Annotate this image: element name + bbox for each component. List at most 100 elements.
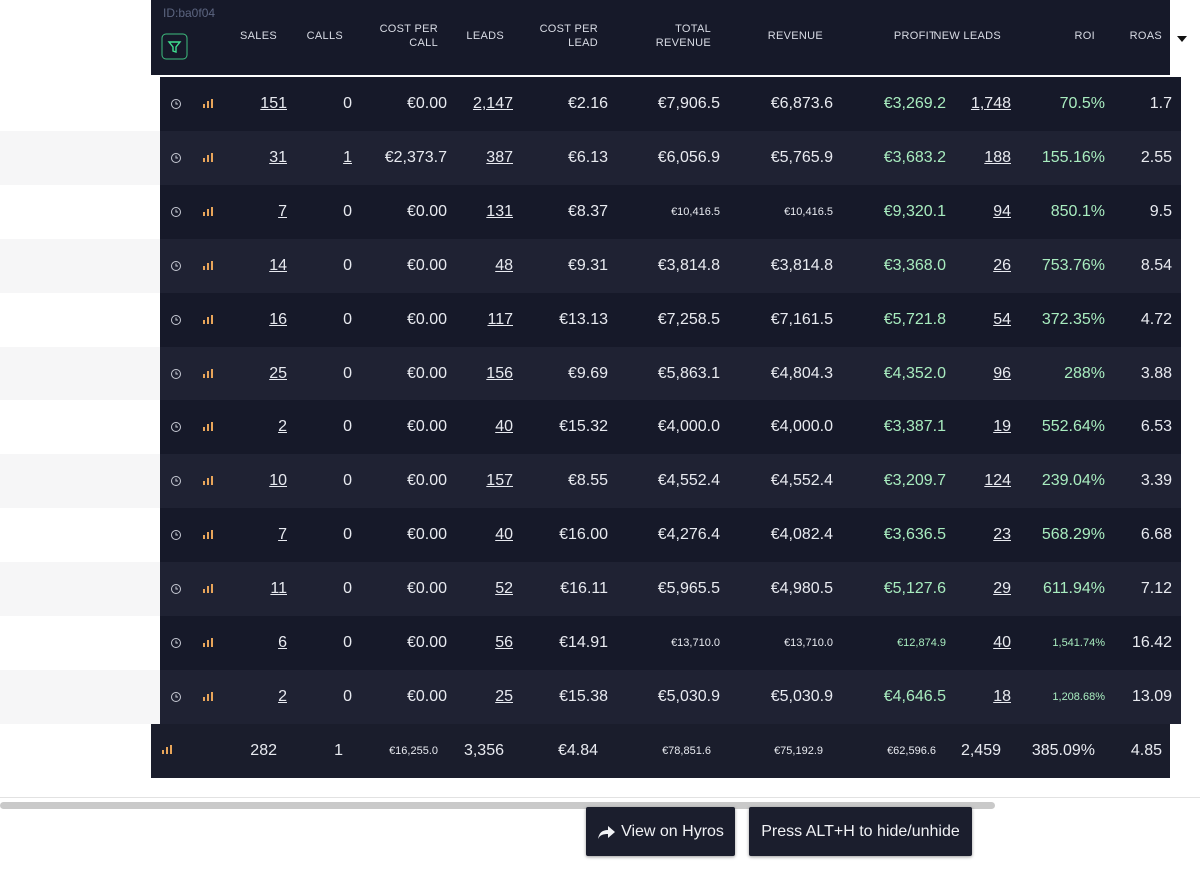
row-left-stripe: [0, 562, 160, 616]
totals-cell: 3,356: [463, 742, 504, 759]
table-cell: €4,082.4: [770, 526, 833, 544]
table-cell: €3,636.5: [883, 526, 946, 544]
table-cell: 0: [343, 256, 352, 274]
row-left-stripe: [0, 616, 160, 670]
table-cell: 0: [343, 472, 352, 490]
row-icons[interactable]: [169, 636, 219, 650]
table-cell: 753.76%: [1041, 256, 1105, 274]
table-cell: €5,030.9: [770, 687, 833, 705]
table-row: [160, 454, 1181, 509]
table-cell[interactable]: 29: [993, 580, 1011, 598]
table-cell: €5,127.6: [883, 580, 946, 598]
totals-cell: 4.85: [1130, 742, 1162, 759]
row-icons[interactable]: [169, 528, 219, 542]
table-cell[interactable]: 23: [993, 526, 1011, 544]
table-cell[interactable]: 31: [269, 148, 287, 166]
table-cell[interactable]: 6: [278, 634, 287, 651]
table-cell[interactable]: 94: [993, 202, 1011, 220]
table-cell[interactable]: 117: [487, 310, 513, 328]
table-cell[interactable]: 48: [495, 256, 513, 274]
table-cell[interactable]: 14: [269, 256, 287, 274]
table-cell: 0: [343, 580, 352, 598]
table-cell[interactable]: 387: [486, 148, 513, 166]
row-icons[interactable]: [169, 259, 219, 273]
table-cell[interactable]: 157: [486, 472, 513, 490]
column-header: COST PER LEAD: [539, 23, 598, 49]
table-cell[interactable]: 96: [993, 364, 1011, 382]
row-icons[interactable]: [169, 313, 219, 327]
button-label: View on Hyros: [621, 822, 724, 840]
table-cell[interactable]: 40: [993, 634, 1011, 651]
table-cell[interactable]: 124: [984, 472, 1011, 490]
table-cell[interactable]: 10: [269, 472, 287, 490]
table-cell[interactable]: 2,147: [472, 95, 513, 112]
table-cell[interactable]: 151: [260, 95, 287, 112]
row-icons[interactable]: [169, 151, 219, 165]
id-label: ID:ba0f04: [163, 6, 216, 20]
row-icons[interactable]: [169, 690, 219, 704]
table-cell[interactable]: 131: [486, 202, 513, 220]
table-cell: €9.69: [567, 364, 608, 382]
row-icons[interactable]: [169, 474, 219, 488]
filter-button[interactable]: [161, 33, 188, 60]
table-cell[interactable]: 11: [270, 580, 287, 598]
table-cell: €0.00: [406, 310, 447, 328]
totals-row: [151, 724, 1170, 778]
table-cell[interactable]: 25: [495, 687, 513, 705]
table-cell[interactable]: 54: [993, 310, 1011, 328]
table-cell[interactable]: 25: [269, 364, 287, 382]
table-cell: €15.32: [559, 418, 608, 436]
table-cell[interactable]: 26: [993, 256, 1011, 274]
column-header: ROAS: [1129, 30, 1162, 42]
row-icons[interactable]: [169, 205, 219, 219]
table-cell[interactable]: 7: [278, 526, 287, 544]
table-cell: €3,683.2: [883, 148, 946, 166]
table-row: [160, 184, 1181, 239]
table-cell[interactable]: 2: [278, 687, 287, 705]
table-cell: €4,000.0: [770, 418, 833, 436]
table-cell[interactable]: 7: [278, 202, 287, 220]
table-cell[interactable]: 40: [495, 418, 513, 436]
table-cell[interactable]: 16: [269, 310, 287, 328]
table-row: [160, 292, 1181, 347]
table-cell: €5,863.1: [657, 364, 720, 382]
table-cell: €0.00: [406, 526, 447, 544]
totals-icon: [162, 745, 172, 754]
table-cell: €0.00: [406, 364, 447, 382]
table-cell[interactable]: 1: [343, 148, 352, 166]
table-cell: 552.64%: [1041, 418, 1105, 436]
table-row: [160, 400, 1181, 455]
dropdown-caret[interactable]: [1176, 34, 1188, 44]
table-row: [160, 238, 1181, 293]
row-icons[interactable]: [169, 97, 219, 111]
row-icons[interactable]: [169, 582, 219, 596]
table-cell: €5,721.8: [883, 310, 946, 328]
table-cell[interactable]: 188: [984, 148, 1011, 166]
table-cell[interactable]: 1,748: [970, 95, 1011, 112]
table-cell[interactable]: 52: [495, 580, 513, 598]
table-cell: 288%: [1064, 364, 1105, 382]
row-icons[interactable]: [169, 420, 219, 434]
table-cell: €13,710.0: [784, 637, 833, 649]
table-cell[interactable]: 156: [486, 364, 513, 382]
table-cell: €2.16: [567, 95, 608, 112]
table-cell: €13,710.0: [671, 637, 720, 649]
table-cell[interactable]: 19: [993, 418, 1011, 436]
view-on-hyros-button[interactable]: View on Hyros: [586, 807, 735, 856]
table-cell[interactable]: 40: [495, 526, 513, 544]
table-cell: 0: [343, 418, 352, 436]
table-cell: €7,906.5: [657, 95, 720, 112]
table-cell: 0: [343, 526, 352, 544]
table-cell: €3,387.1: [883, 418, 946, 436]
table-cell[interactable]: 2: [278, 418, 287, 436]
table-cell[interactable]: 18: [993, 687, 1011, 705]
column-header: NEW LEADS: [933, 30, 1001, 42]
toggle-button[interactable]: Press ALT+H to hide/unhide: [749, 807, 972, 856]
row-icons[interactable]: [169, 367, 219, 381]
table-cell: €3,814.8: [770, 256, 833, 274]
table-cell[interactable]: 56: [495, 634, 513, 651]
table-cell: €3,269.2: [883, 95, 946, 112]
table-cell: 4.72: [1140, 310, 1172, 328]
table-cell: 0: [343, 364, 352, 382]
scrollbar[interactable]: [0, 802, 995, 809]
